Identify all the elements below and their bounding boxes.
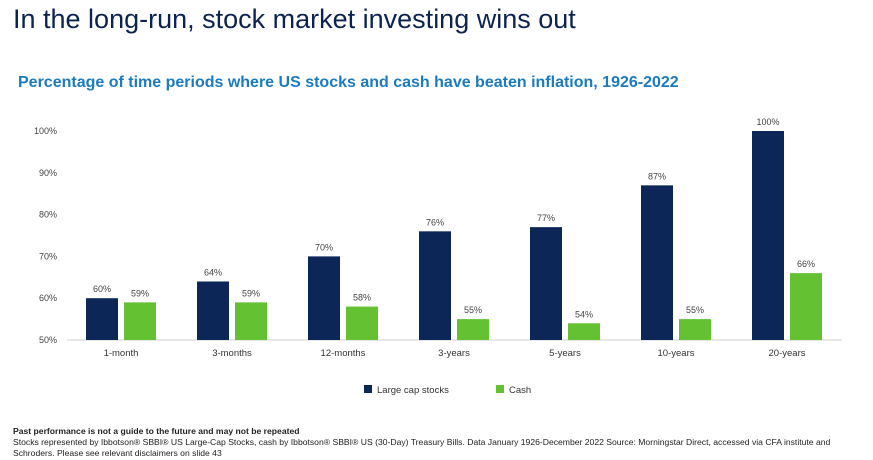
x-tick-label: 12-months (321, 348, 366, 359)
data-label: 55% (464, 305, 482, 315)
data-label: 87% (648, 171, 666, 181)
y-tick-label: 80% (39, 210, 57, 220)
data-label: 100% (756, 117, 779, 127)
bar-stocks (641, 185, 673, 340)
bar-stocks (308, 256, 340, 340)
bar-cash (679, 319, 711, 340)
bar-cash (790, 273, 822, 340)
legend-swatch (496, 385, 504, 393)
data-label: 54% (575, 309, 593, 319)
data-label: 70% (315, 242, 333, 252)
bar-stocks (197, 281, 229, 340)
disclaimer: Past performance is not a guide to the f… (13, 426, 300, 436)
y-tick-label: 50% (39, 335, 57, 345)
data-label: 59% (131, 288, 149, 298)
x-tick-label: 10-years (658, 348, 695, 359)
x-tick-label: 3-months (212, 348, 252, 359)
slide-title: In the long-run, stock market investing … (13, 4, 576, 34)
data-label: 60% (93, 284, 111, 294)
x-tick-label: 1-month (104, 348, 139, 359)
data-label: 55% (686, 305, 704, 315)
data-label: 64% (204, 267, 222, 277)
data-label: 59% (242, 288, 260, 298)
bar-cash (457, 319, 489, 340)
x-tick-label: 20-years (769, 348, 806, 359)
bar-cash (235, 302, 267, 340)
bar-stocks (86, 298, 118, 340)
data-label: 77% (537, 213, 555, 223)
bar-chart: 50% 60% 70% 80% 90% 100% 1-month 60% 59% 3-months… (34, 117, 842, 396)
bar-cash (124, 302, 156, 340)
y-tick-label: 70% (39, 251, 57, 261)
footnotes: Past performance is not a guide to the f… (13, 426, 873, 459)
legend-swatch (364, 385, 372, 393)
x-tick-label: 5-years (549, 348, 581, 359)
source-note: Stocks represented by Ibbotson® SBBI® US… (13, 437, 831, 458)
bar-cash (568, 323, 600, 340)
bar-stocks (752, 131, 784, 340)
data-label: 58% (353, 293, 371, 303)
data-label: 76% (426, 217, 444, 227)
legend-label: Cash (509, 385, 531, 396)
chart-title: Percentage of time periods where US stoc… (18, 74, 679, 91)
bar-stocks (530, 227, 562, 340)
bar-cash (346, 306, 378, 340)
legend-label: Large cap stocks (377, 385, 449, 396)
y-tick-label: 90% (39, 168, 57, 178)
data-label: 66% (797, 259, 815, 269)
bar-stocks (419, 231, 451, 340)
y-tick-label: 60% (39, 293, 57, 303)
y-tick-label: 100% (34, 126, 57, 136)
x-tick-label: 3-years (438, 348, 470, 359)
